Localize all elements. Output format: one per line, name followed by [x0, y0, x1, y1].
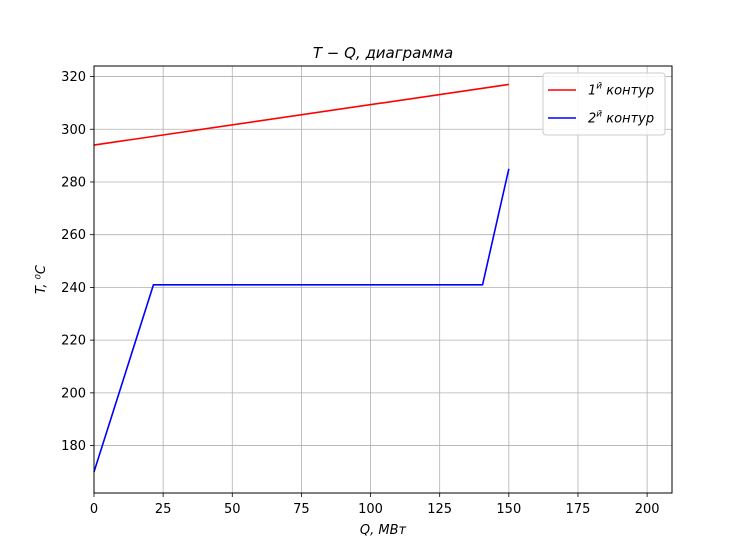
x-tick-label: 175 — [566, 502, 591, 517]
y-tick-label: 220 — [61, 334, 86, 349]
y-tick-label: 260 — [61, 228, 86, 243]
series-line-1 — [93, 83, 509, 146]
y-tick-label: 180 — [61, 439, 86, 454]
plot-frame — [93, 65, 673, 494]
x-tick-label: 100 — [358, 502, 383, 517]
y-tick-label: 300 — [61, 123, 86, 138]
x-tick-label: 150 — [496, 502, 521, 517]
x-tick-label: 0 — [90, 502, 98, 517]
legend-number: 2 — [588, 112, 596, 127]
y-axis-label: T, ⁰C — [34, 264, 49, 294]
legend-number: 1 — [588, 84, 596, 99]
legend-box — [542, 72, 666, 136]
legend-label-2: 2й контур — [588, 110, 654, 127]
x-tick-label: 125 — [427, 502, 452, 517]
y-tick-label: 280 — [61, 175, 86, 190]
series-line-2 — [93, 168, 510, 473]
x-tick-label: 25 — [155, 502, 172, 517]
chart-title: T − Q, диаграмма — [313, 44, 453, 62]
x-axis-label: Q, МВт — [360, 523, 407, 538]
x-tick-label: 75 — [293, 502, 310, 517]
y-tick-label: 240 — [61, 281, 86, 296]
legend-label-1: 1й контур — [588, 82, 654, 99]
legend-word: контур — [602, 84, 654, 99]
grid-lines — [93, 66, 672, 493]
x-tick-label: 50 — [224, 502, 241, 517]
axis-ticks: 0 25 50 75 100 125 150 175 200 180 200 220 240 260 280… — [61, 70, 659, 517]
y-tick-label: 320 — [61, 70, 86, 85]
data-series — [93, 83, 510, 473]
y-tick-label: 200 — [61, 386, 86, 401]
legend-superscript: й — [596, 82, 602, 92]
x-tick-label: 200 — [635, 502, 660, 517]
legend-word: контур — [602, 112, 654, 127]
legend-superscript: й — [596, 110, 602, 120]
